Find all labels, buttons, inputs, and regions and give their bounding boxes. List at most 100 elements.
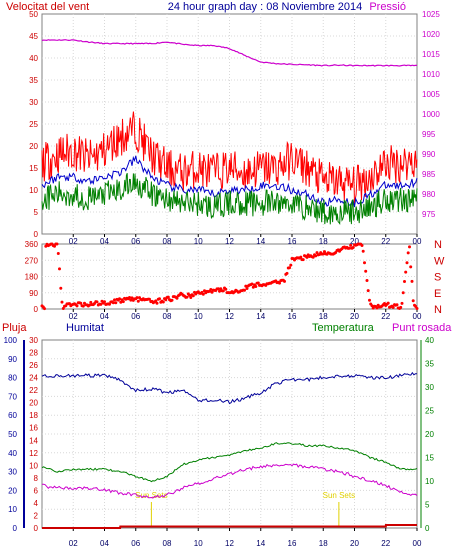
x-tick-label: 00	[413, 237, 422, 246]
direction-point	[148, 297, 151, 301]
dew-point-line	[42, 463, 418, 499]
direction-point	[366, 289, 370, 293]
pressure-tick-label: 1025	[422, 10, 440, 19]
direction-point	[60, 300, 64, 304]
direction-point	[256, 281, 260, 285]
x-tick-label: 02	[69, 312, 78, 321]
direction-point	[404, 270, 408, 274]
wind-tick-label: 50	[29, 10, 38, 19]
direction-tick-label: 360	[25, 240, 39, 249]
direction-point	[170, 298, 174, 302]
x-tick-label: 04	[100, 312, 109, 321]
direction-point	[399, 305, 403, 309]
direction-point	[135, 296, 139, 300]
humidity-tick-label: 26	[29, 361, 38, 370]
x-tick-label: 10	[194, 539, 203, 548]
direction-point	[175, 296, 179, 300]
direction-point	[121, 300, 125, 304]
compass-label: N	[434, 304, 442, 316]
x-tick-label: 10	[194, 237, 203, 246]
direction-point	[158, 297, 161, 301]
direction-point	[209, 288, 213, 291]
pressure-axis-label: Pressió	[369, 1, 406, 13]
x-tick-label: 12	[225, 312, 234, 321]
direction-point	[155, 301, 159, 305]
x-tick-label: 22	[381, 237, 390, 246]
wind-tick-label: 10	[29, 186, 38, 195]
direction-point	[305, 255, 309, 259]
direction-point	[245, 287, 249, 290]
temperature-tick-label: 30	[425, 383, 434, 392]
direction-point	[216, 287, 220, 291]
compass-label: W	[434, 255, 445, 267]
x-tick-label: 12	[225, 539, 234, 548]
x-tick-label: 08	[163, 312, 172, 321]
temp-plot: Sun Sets Sun Sets	[41, 371, 418, 529]
direction-point	[61, 307, 65, 310]
direction-point	[288, 266, 291, 270]
direction-point	[254, 285, 258, 288]
direction-point	[348, 246, 351, 250]
humidity-tick-label: 22	[29, 386, 38, 395]
direction-point	[361, 249, 365, 253]
direction-point	[56, 252, 60, 255]
direction-point	[185, 295, 189, 299]
temp-grid	[42, 340, 417, 528]
wind-tick-label: 15	[29, 164, 38, 173]
direction-point	[118, 297, 121, 301]
x-tick-label: 06	[131, 539, 140, 548]
direction-point	[401, 291, 405, 295]
x-tick-label: 16	[288, 539, 297, 548]
x-tick-label: 10	[194, 312, 203, 321]
x-tick-label: 12	[225, 237, 234, 246]
direction-point	[218, 289, 221, 293]
rain-tick-label: 70	[8, 392, 17, 401]
direction-point	[391, 305, 395, 309]
direction-point	[136, 299, 140, 303]
direction-point	[111, 301, 115, 305]
direction-point	[224, 287, 228, 291]
wind-tick-label: 40	[29, 54, 38, 63]
temperature-tick-label: 10	[425, 477, 434, 486]
humidity-tick-label: 4	[34, 499, 39, 508]
temperature-axis-label: Temperatura	[312, 322, 375, 334]
direction-point	[299, 255, 303, 259]
direction-point	[55, 242, 59, 246]
rain-tick-label: 100	[4, 336, 18, 345]
compass-label: N	[434, 239, 442, 251]
rain-tick-label: 40	[8, 449, 17, 458]
direction-point	[68, 302, 71, 306]
pressure-tick-label: 990	[422, 150, 436, 159]
wind-axis-label: Velocitat del vent	[6, 1, 89, 13]
wind-tick-label: 25	[29, 120, 38, 129]
direction-point	[411, 299, 415, 303]
x-tick-label: 22	[381, 312, 390, 321]
direction-point	[89, 300, 93, 304]
x-tick-label: 00	[413, 312, 422, 321]
temperature-tick-label: 0	[425, 524, 430, 533]
direction-point	[210, 290, 214, 294]
direction-tick-label: 180	[25, 273, 39, 282]
direction-point	[95, 300, 99, 304]
humidity-line	[41, 371, 418, 405]
rain-tick-label: 80	[8, 374, 17, 383]
rain-tick-label: 0	[13, 524, 18, 533]
humidity-tick-label: 24	[29, 374, 38, 383]
x-tick-label: 04	[100, 539, 109, 548]
direction-point	[323, 250, 326, 254]
direction-point	[406, 251, 410, 255]
pressure-tick-label: 1020	[422, 30, 440, 39]
direction-point	[75, 304, 79, 308]
direction-point	[351, 246, 355, 249]
x-tick-label: 02	[69, 237, 78, 246]
x-tick-label: 16	[288, 312, 297, 321]
direction-tick-label: 90	[29, 289, 38, 298]
humidity-tick-label: 28	[29, 349, 38, 358]
x-tick-label: 18	[319, 312, 328, 321]
temperature-tick-label: 35	[425, 360, 434, 369]
direction-point	[221, 289, 225, 293]
x-tick-label: 18	[319, 539, 328, 548]
direction-point	[405, 261, 409, 265]
direction-point	[250, 282, 254, 286]
